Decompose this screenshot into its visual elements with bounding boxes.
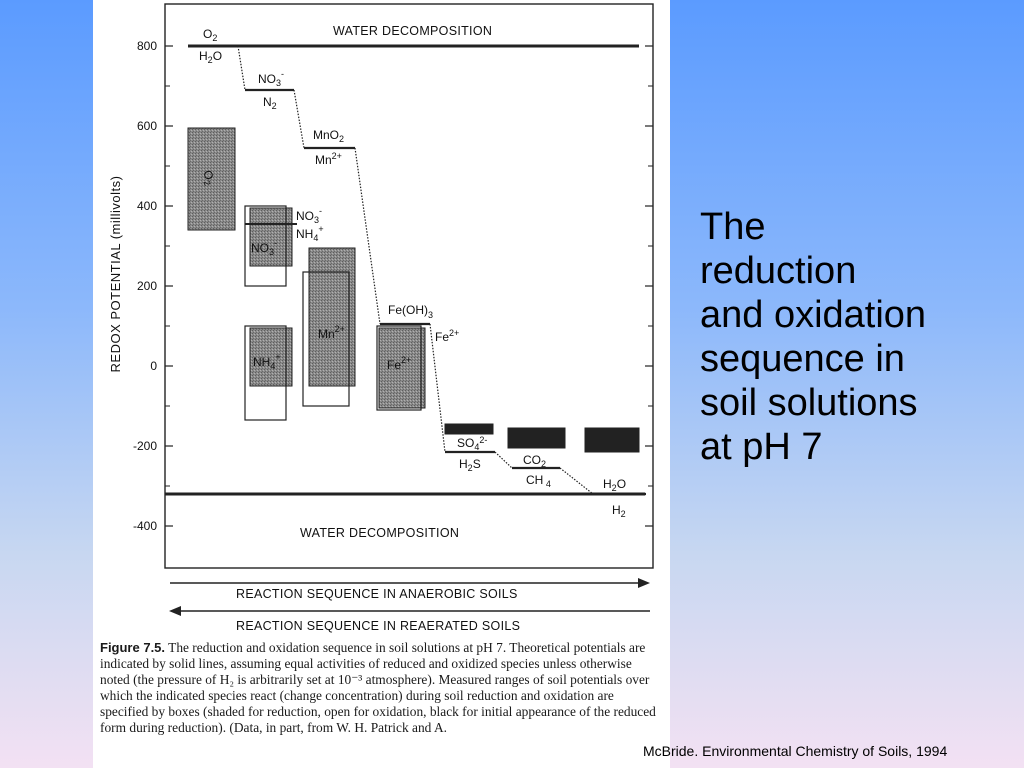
potential-step-connector <box>495 452 512 468</box>
range-boxes <box>188 128 639 452</box>
slide-title: The reduction and oxidation sequence in … <box>700 205 1000 469</box>
title-line: at pH 7 <box>700 425 1000 469</box>
label-fe2plus: Fe2+ <box>435 328 459 344</box>
box-label-no3: NO3- <box>251 238 277 257</box>
y-tick-label: 600 <box>137 119 157 133</box>
potential-step-connector <box>560 468 593 494</box>
bottom-boundary-label: WATER DECOMPOSITION <box>300 526 459 540</box>
label-h2s: H2S <box>459 457 481 473</box>
label-h2o-bottom: H2O <box>603 477 626 493</box>
potential-step-connector <box>238 46 245 90</box>
y-axis-label: REDOX POTENTIAL (millivolts) <box>108 176 123 373</box>
label-o2: O2 <box>203 27 217 43</box>
y-tick-label: -200 <box>133 439 157 453</box>
y-tick-label: 400 <box>137 199 157 213</box>
label-nh4-top: NH4+ <box>296 224 324 243</box>
label-no3: NO3- <box>258 69 284 88</box>
top-boundary-label: WATER DECOMPOSITION <box>333 24 492 38</box>
y-tick-label: -400 <box>133 519 157 533</box>
y-tick-label: 200 <box>137 279 157 293</box>
arrow-reaerated-label: REACTION SEQUENCE IN REAERATED SOILS <box>236 619 520 633</box>
label-feoh3: Fe(OH)3 <box>388 303 433 320</box>
range-box-black <box>585 428 639 452</box>
potential-step-connector <box>355 148 380 324</box>
figure-caption: Figure 7.5. The reduction and oxidation … <box>100 640 660 735</box>
reaction-arrows: REACTION SEQUENCE IN ANAEROBIC SOILS REA… <box>169 578 650 633</box>
label-h2o: H2O <box>199 49 222 65</box>
potential-step-connector <box>294 90 304 148</box>
y-axis-ticks: 800 600 400 200 0 -200 -400 <box>133 39 653 533</box>
right-arrowhead-icon <box>638 578 650 588</box>
range-box-black <box>508 428 565 448</box>
label-n2: N2 <box>263 95 277 111</box>
label-ch4: CH 4 <box>526 473 551 489</box>
caption-text: The reduction and oxidation sequence in … <box>100 640 656 735</box>
redox-chart: REDOX POTENTIAL (millivolts) 800 600 400 20… <box>93 0 670 640</box>
label-co2: CO2 <box>523 453 546 469</box>
title-line: The <box>700 205 1000 249</box>
title-line: soil solutions <box>700 381 1000 425</box>
range-box-shaded <box>379 328 425 408</box>
arrow-anaerobic-label: REACTION SEQUENCE IN ANAEROBIC SOILS <box>236 587 518 601</box>
y-tick-label: 800 <box>137 39 157 53</box>
label-no3-nh4: NO3- <box>296 206 322 225</box>
source-credit: McBride. Environmental Chemistry of Soil… <box>643 743 947 759</box>
label-mno2: MnO2 <box>313 128 344 144</box>
title-line: reduction <box>700 249 1000 293</box>
y-tick-label: 0 <box>150 359 157 373</box>
range-box-black <box>445 424 493 434</box>
potential-steps <box>188 46 646 494</box>
label-h2: H2 <box>612 503 626 519</box>
left-arrowhead-icon <box>169 606 181 616</box>
range-box-shaded <box>309 248 355 386</box>
title-line: and oxidation <box>700 293 1000 337</box>
caption-figure-label: Figure 7.5. <box>100 640 165 655</box>
title-line: sequence in <box>700 337 1000 381</box>
label-mn2plus: Mn2+ <box>315 151 342 167</box>
label-so4: SO42- <box>457 435 487 452</box>
